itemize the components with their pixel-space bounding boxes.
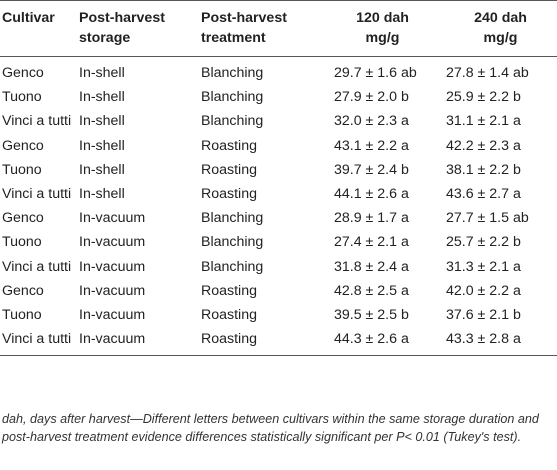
cell-treatment: Blanching [201, 210, 264, 227]
header-120dah-line2: mg/g [365, 30, 400, 46]
header-240dah-line2: mg/g [483, 30, 518, 46]
header-240dah-line1: 240 dah [474, 10, 527, 26]
cell-240dah: 31.1 ± 2.1 a [446, 113, 521, 130]
cell-240dah: 42.2 ± 2.3 a [446, 137, 521, 154]
table-header: Cultivar Post-harvest storage Post-harve… [0, 0, 557, 57]
cell-120dah: 31.8 ± 2.4 a [334, 258, 409, 275]
cell-240dah: 27.8 ± 1.4 ab [446, 65, 529, 81]
table-row: Vinci a tutti In-shell Blanching 32.0 ± 2.3… [0, 109, 557, 133]
cell-240dah: 27.7 ± 1.5 ab [446, 210, 529, 227]
data-table: Cultivar Post-harvest storage Post-harve… [0, 0, 557, 357]
cell-treatment: Roasting [201, 186, 257, 203]
cell-120dah: 29.7 ± 1.6 ab [334, 65, 417, 81]
table-row: Tuono In-vacuum Blanching 27.4 ± 2.1 a 25.7 … [0, 230, 557, 254]
cell-cultivar: Genco [2, 282, 44, 299]
cell-240dah: 31.3 ± 2.1 a [446, 258, 521, 275]
cell-120dah: 32.0 ± 2.3 a [334, 113, 409, 130]
cell-120dah: 27.9 ± 2.0 b [334, 89, 409, 106]
cell-cultivar: Vinci a tutti [0, 327, 79, 357]
header-treatment: Post-harvest treatment [201, 0, 323, 57]
table-row: Vinci a tutti In-shell Roasting 44.1 ± 2.6 … [0, 182, 557, 206]
table-body: Genco In-shell Blanching 29.7 ± 1.6 ab 27.8 … [0, 57, 557, 357]
cell-cultivar: Tuono [2, 234, 42, 251]
cell-240dah: 25.9 ± 2.2 b [446, 89, 521, 106]
cell-120dah: 44.3 ± 2.6 a [323, 327, 442, 357]
cell-treatment: Blanching [201, 234, 264, 251]
cell-storage: In-vacuum [79, 258, 146, 275]
cell-storage: In-vacuum [79, 307, 146, 324]
header-storage-line1: Post-harvest [79, 10, 165, 26]
cell-120dah: 44.1 ± 2.6 a [334, 186, 409, 203]
cell-treatment: Roasting [201, 327, 323, 357]
cell-240dah: 43.3 ± 2.8 a [442, 327, 557, 357]
cell-cultivar: Vinci a tutti [2, 113, 72, 130]
header-120dah: 120 dah mg/g [323, 0, 442, 57]
cell-cultivar: Tuono [2, 307, 42, 324]
cell-cultivar: Vinci a tutti [2, 186, 72, 203]
cell-storage: In-shell [79, 89, 125, 106]
header-treatment-line1: Post-harvest [201, 10, 287, 26]
table-row: Vinci a tutti In-vacuum Roasting 44.3 ± 2.6… [0, 327, 557, 357]
cell-240dah: 38.1 ± 2.2 b [446, 161, 521, 178]
cell-cultivar: Genco [2, 137, 44, 154]
table-row: Genco In-shell Roasting 43.1 ± 2.2 a 42.2 ± … [0, 134, 557, 158]
table-row: Vinci a tutti In-vacuum Blanching 31.8 ± 2.… [0, 255, 557, 279]
cell-storage: In-shell [79, 161, 125, 178]
cell-storage: In-shell [79, 65, 125, 81]
cell-treatment: Blanching [201, 113, 264, 130]
cell-cultivar: Tuono [2, 161, 42, 178]
cell-120dah: 42.8 ± 2.5 a [334, 282, 409, 299]
cell-storage: In-shell [79, 137, 125, 154]
cell-120dah: 39.5 ± 2.5 b [334, 307, 409, 324]
cell-cultivar: Tuono [2, 89, 42, 106]
cell-120dah: 28.9 ± 1.7 a [334, 210, 409, 227]
cell-storage: In-shell [79, 113, 125, 130]
cell-treatment: Roasting [201, 307, 257, 324]
cell-cultivar: Genco [2, 210, 44, 227]
header-cultivar-label: Cultivar [2, 10, 55, 26]
cell-treatment: Blanching [201, 89, 264, 106]
cell-240dah: 43.6 ± 2.7 a [446, 186, 521, 203]
cell-treatment: Roasting [201, 137, 257, 154]
cell-240dah: 37.6 ± 2.1 b [446, 307, 521, 324]
table-row: Tuono In-vacuum Roasting 39.5 ± 2.5 b 37.6 ±… [0, 303, 557, 327]
cell-cultivar: Genco [2, 65, 44, 81]
cell-240dah: 42.0 ± 2.2 a [446, 282, 521, 299]
cell-120dah: 39.7 ± 2.4 b [334, 161, 409, 178]
table-row: Genco In-vacuum Roasting 42.8 ± 2.5 a 42.0 ±… [0, 279, 557, 303]
header-row: Cultivar Post-harvest storage Post-harve… [0, 0, 557, 57]
header-treatment-line2: treatment [201, 30, 266, 46]
header-storage: Post-harvest storage [79, 0, 201, 57]
cell-treatment: Roasting [201, 161, 257, 178]
header-cultivar: Cultivar [0, 0, 79, 57]
cell-120dah: 43.1 ± 2.2 a [334, 137, 409, 154]
cell-cultivar: Vinci a tutti [2, 258, 72, 275]
table-row: Tuono In-shell Roasting 39.7 ± 2.4 b 38.1 ± … [0, 158, 557, 182]
table-row: Tuono In-shell Blanching 27.9 ± 2.0 b 25.9 ±… [0, 85, 557, 109]
cell-storage: In-vacuum [79, 210, 146, 227]
table-row: Genco In-vacuum Blanching 28.9 ± 1.7 a 27.7 … [0, 206, 557, 230]
cell-storage: In-shell [79, 186, 125, 203]
cell-240dah: 25.7 ± 2.2 b [446, 234, 521, 251]
cell-120dah: 27.4 ± 2.1 a [334, 234, 409, 251]
cell-treatment: Blanching [201, 258, 264, 275]
table-container: Cultivar Post-harvest storage Post-harve… [0, 0, 557, 357]
cell-storage: In-vacuum [79, 327, 201, 357]
header-120dah-line1: 120 dah [356, 10, 409, 26]
cell-storage: In-vacuum [79, 282, 146, 299]
table-footnote: dah, days after harvest—Different letter… [2, 412, 539, 444]
cell-treatment: Roasting [201, 282, 257, 299]
cell-treatment: Blanching [201, 65, 264, 81]
header-240dah: 240 dah mg/g [442, 0, 557, 57]
header-storage-line2: storage [79, 30, 131, 46]
table-row: Genco In-shell Blanching 29.7 ± 1.6 ab 27.8 … [0, 57, 557, 86]
cell-storage: In-vacuum [79, 234, 146, 251]
